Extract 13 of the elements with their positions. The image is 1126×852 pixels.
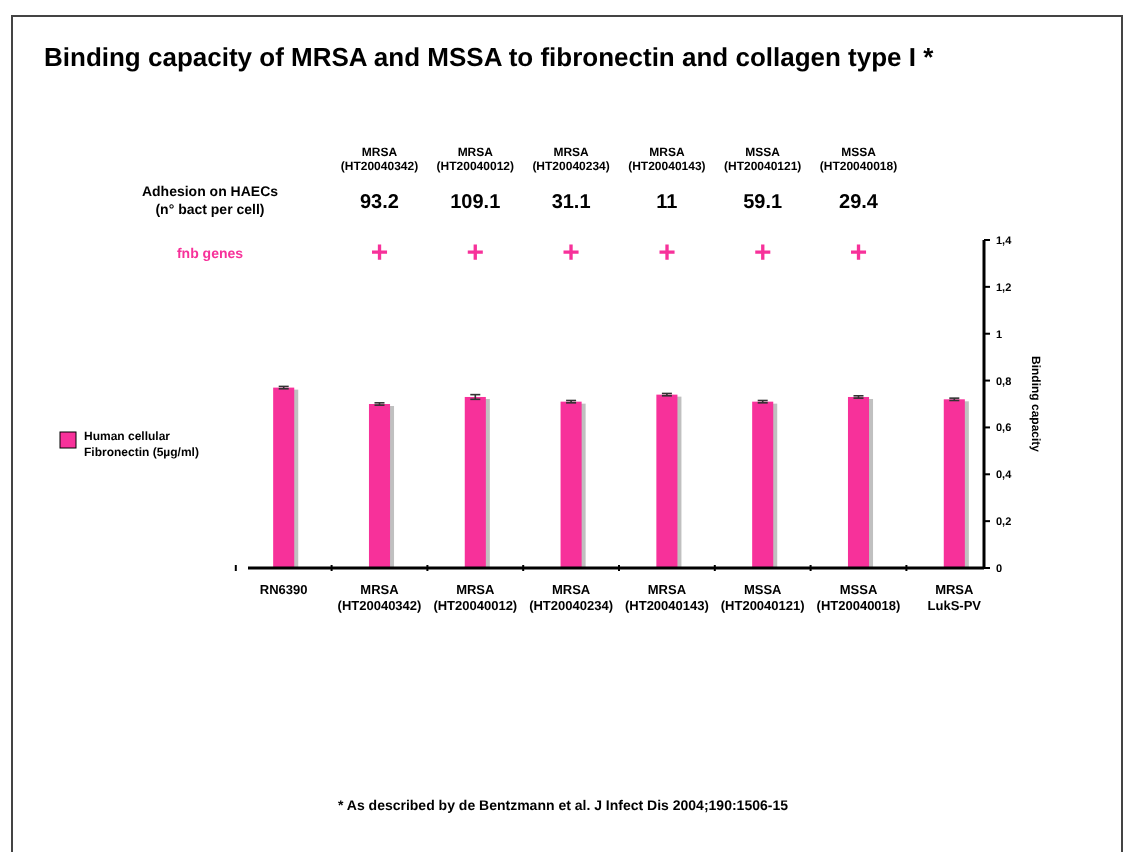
text: 11	[656, 192, 679, 214]
annotation: +	[466, 236, 485, 270]
annotation: +	[562, 236, 581, 270]
annotation: +	[753, 236, 772, 270]
chart-title: Binding capacity of MRSA and MSSA to fibronectin and collagen type I *	[44, 42, 936, 72]
text: 31.1	[551, 192, 592, 214]
text: 29.4	[839, 192, 879, 214]
annotation: +	[370, 236, 389, 270]
text: 93.2	[360, 192, 400, 214]
text: 109.1	[450, 192, 502, 214]
annotation: +	[658, 236, 677, 270]
text: 59.1	[743, 192, 784, 214]
annotation: +	[849, 236, 868, 270]
